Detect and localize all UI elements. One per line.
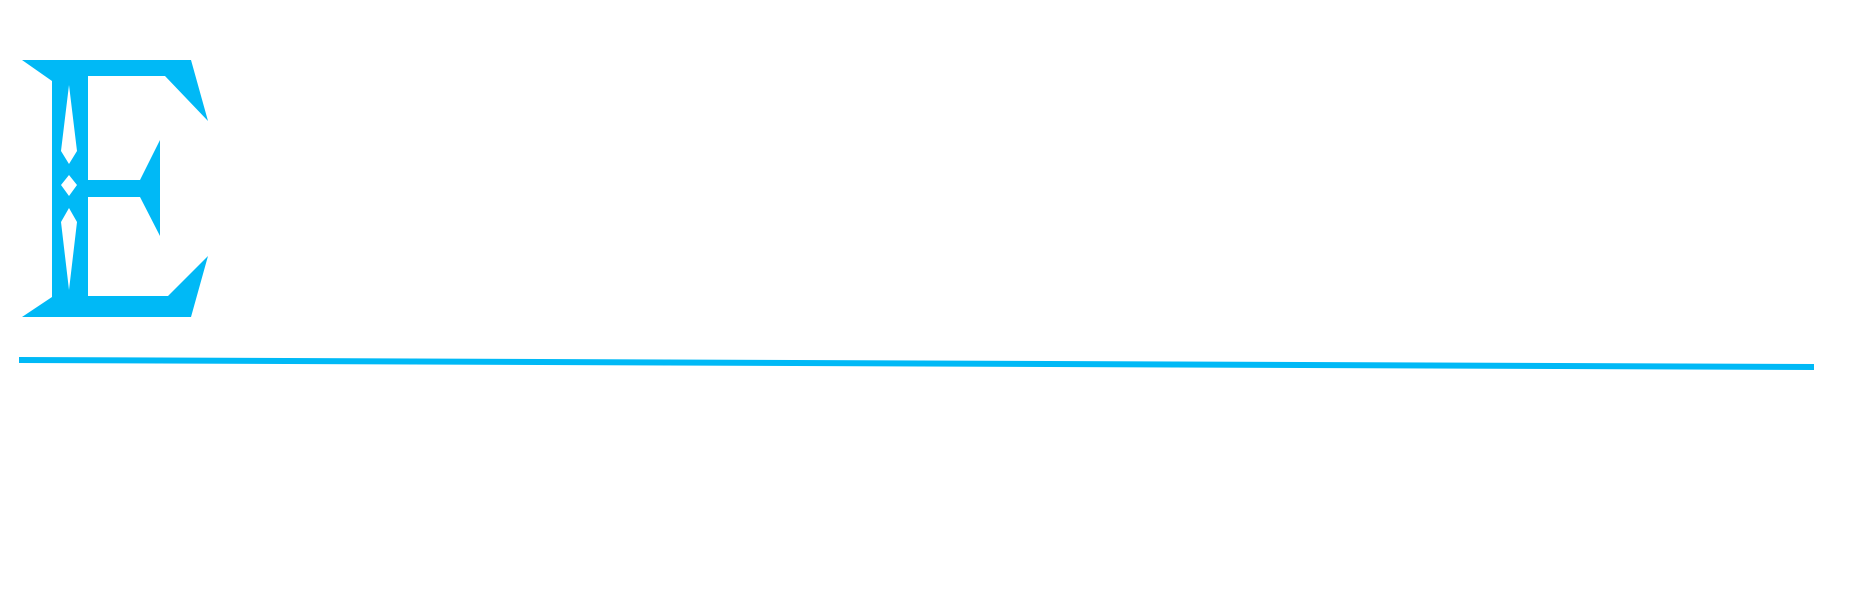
ornamental-letter-e-icon [22, 60, 208, 317]
horizontal-divider [19, 357, 1814, 370]
